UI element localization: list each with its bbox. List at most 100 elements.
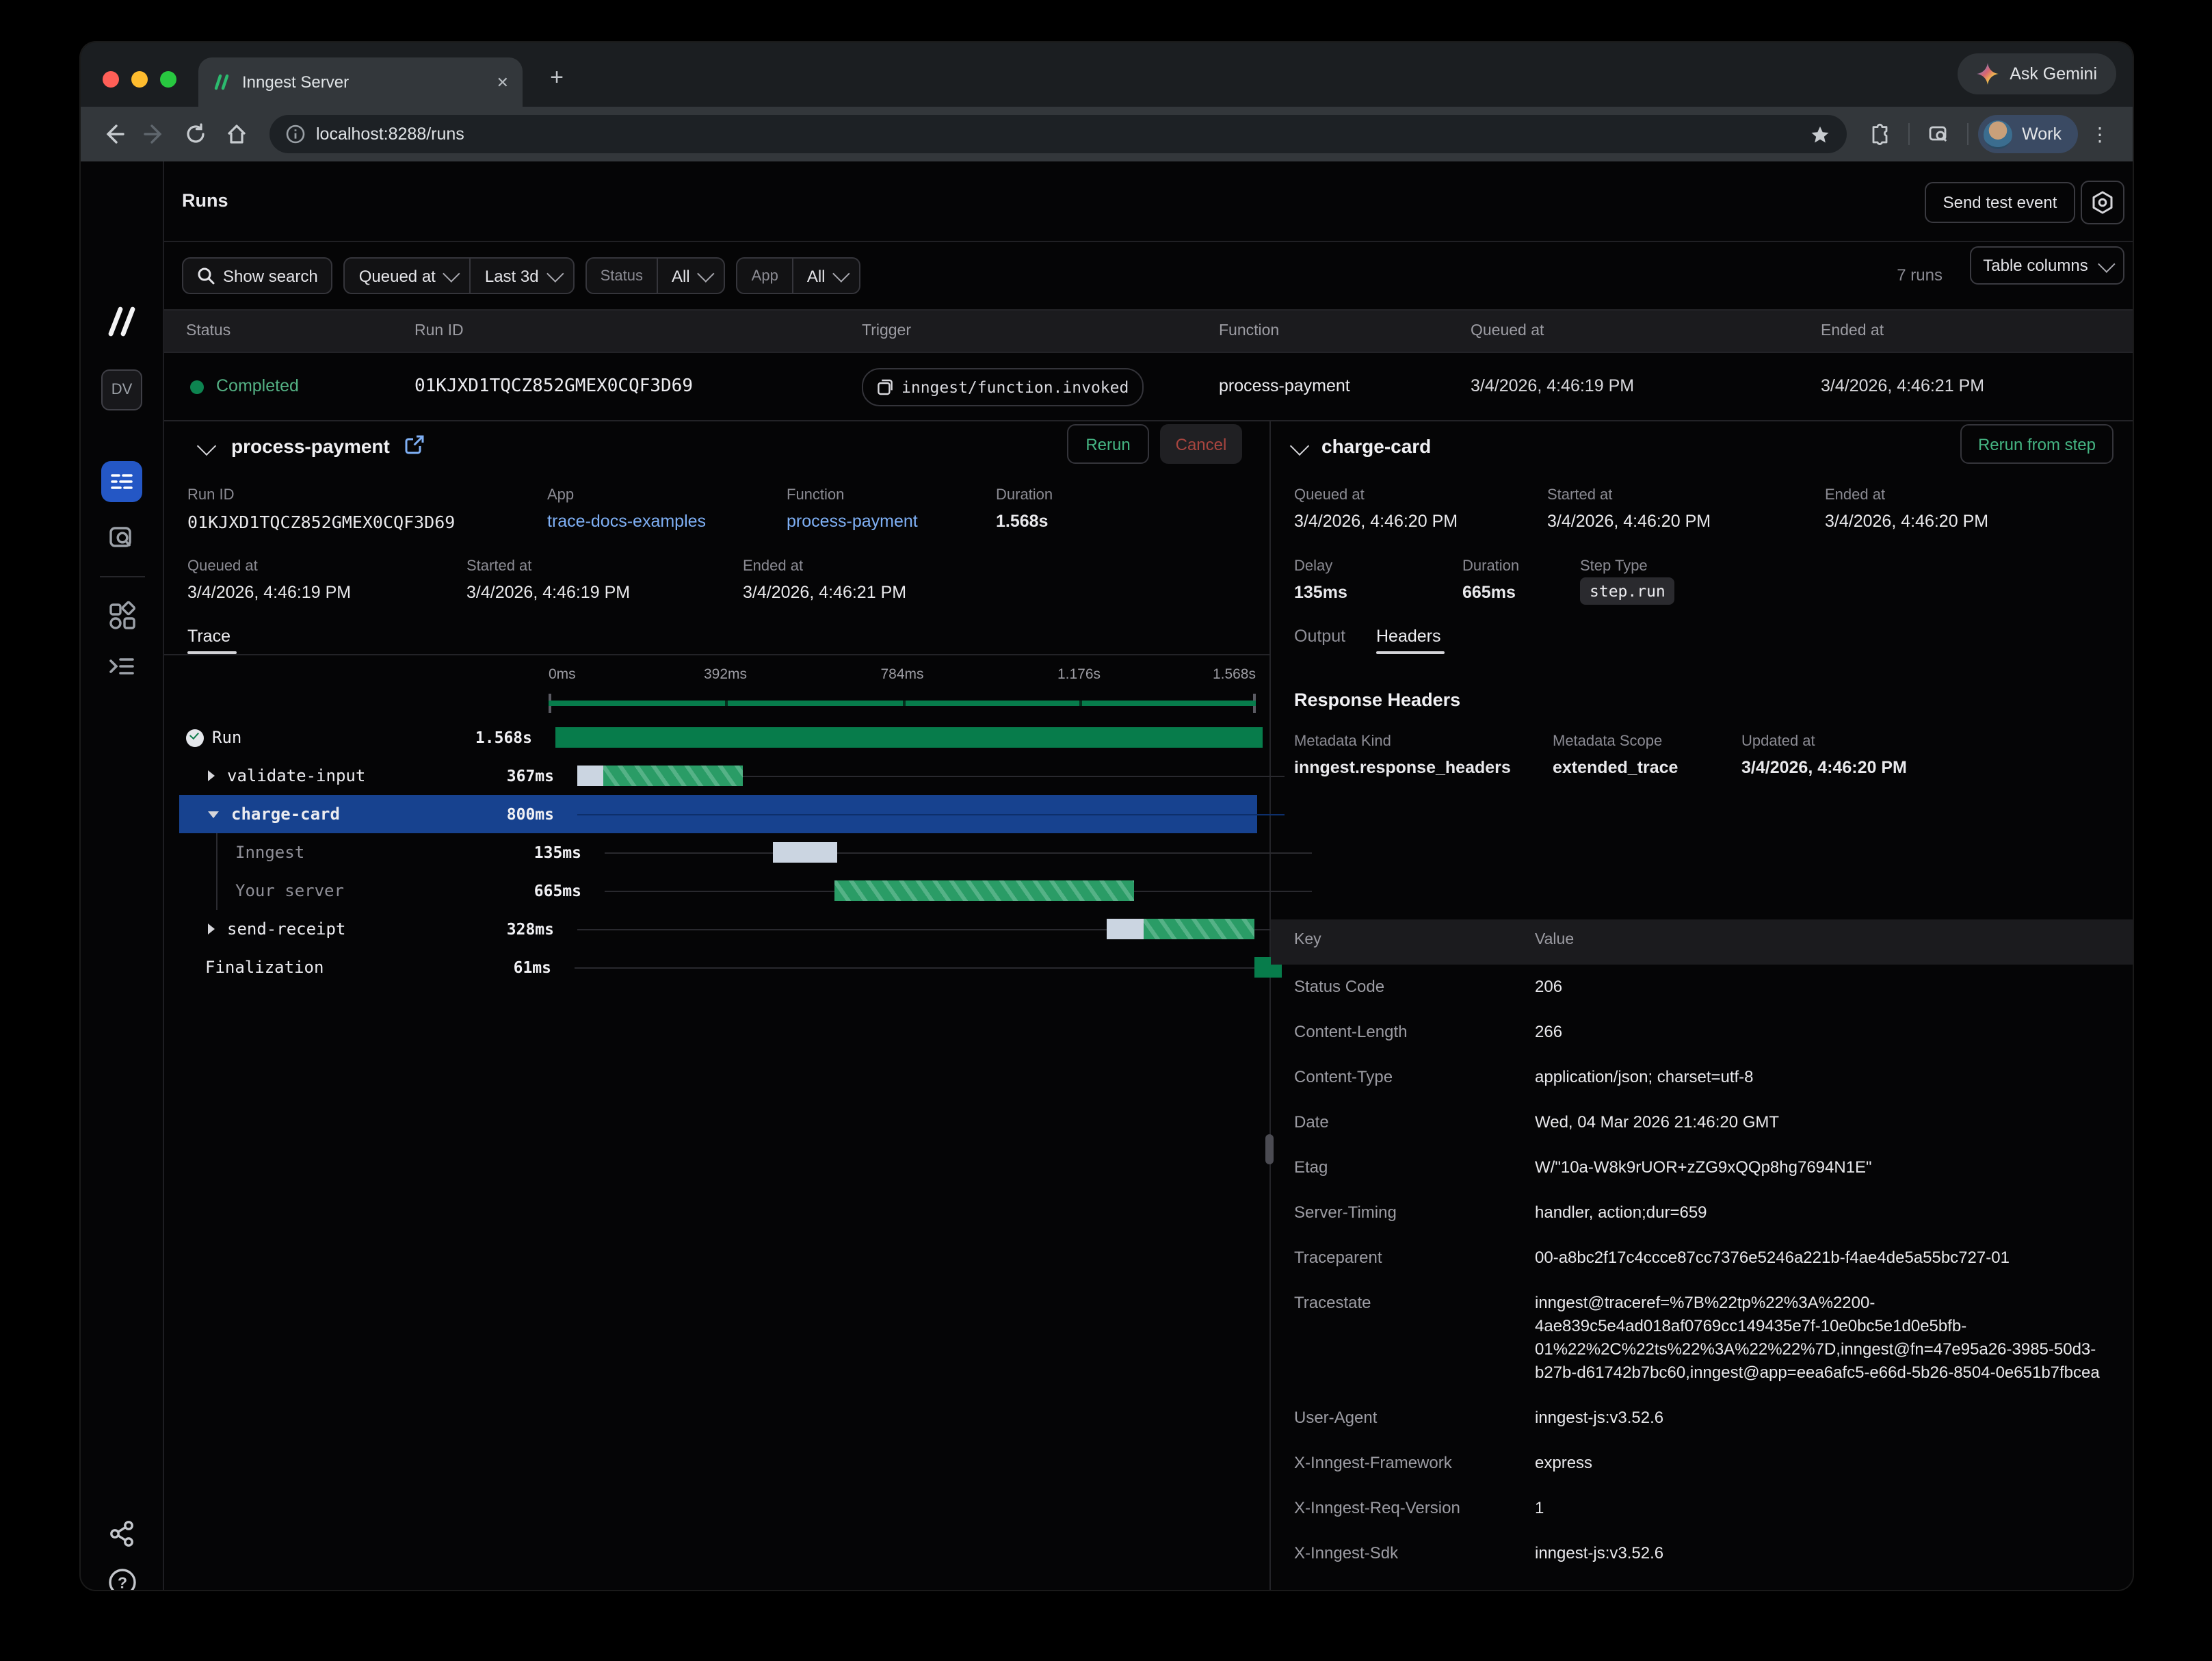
- profile-label: Work: [2022, 125, 2062, 144]
- address-bar[interactable]: localhost:8288/runs: [269, 115, 1847, 153]
- reload-button[interactable]: [176, 115, 215, 153]
- browser-menu-icon[interactable]: ⋮: [2081, 115, 2119, 153]
- span-duration: 135ms: [534, 843, 581, 862]
- metadata-updated-value: 3/4/2026, 4:46:20 PM: [1741, 758, 1907, 777]
- site-info-icon[interactable]: [286, 125, 305, 144]
- cancel-label: Cancel: [1176, 434, 1227, 454]
- step-type-label: Step Type: [1580, 558, 1648, 575]
- timeline-minimap[interactable]: [549, 694, 1256, 713]
- close-window-button[interactable]: [103, 71, 119, 88]
- time-field-select[interactable]: Queued at: [345, 259, 470, 293]
- status-dot: [190, 380, 204, 394]
- browser-tab[interactable]: Inngest Server ✕: [198, 57, 523, 107]
- function-link[interactable]: process-payment: [787, 512, 918, 531]
- value-column-header: Value: [1535, 932, 1574, 948]
- sidebar-item-runs[interactable]: [101, 461, 142, 502]
- time-range-label: Last 3d: [485, 266, 539, 285]
- status-filter[interactable]: Status All: [585, 257, 726, 294]
- cancel-button[interactable]: Cancel: [1160, 424, 1242, 464]
- filter-bar: Show search Queued at Last 3d: [164, 242, 2133, 309]
- settings-gear-icon[interactable]: [2081, 181, 2124, 224]
- metadata-kind-value: inngest.response_headers: [1294, 758, 1511, 777]
- tab-trace[interactable]: Trace: [187, 627, 231, 646]
- span-duration: 328ms: [507, 919, 554, 939]
- gemini-icon: [1977, 63, 1999, 85]
- span-bar-validate-input[interactable]: [603, 766, 743, 786]
- collapse-step-icon[interactable]: [1290, 436, 1309, 456]
- send-test-event-button[interactable]: Send test event: [1925, 182, 2075, 223]
- timeline-ruler: 0ms 392ms 784ms 1.176s 1.568s: [549, 666, 1256, 685]
- external-link-icon[interactable]: [405, 435, 424, 454]
- ask-gemini-button[interactable]: Ask Gemini: [1958, 53, 2116, 94]
- expand-icon[interactable]: [208, 924, 215, 934]
- span-row-validate-input[interactable]: validate-input 367ms: [179, 757, 1257, 795]
- span-bar-inngest[interactable]: [773, 842, 837, 863]
- share-icon[interactable]: [104, 1516, 140, 1552]
- chevron-down-icon: [443, 265, 460, 282]
- forward-button[interactable]: [135, 115, 174, 153]
- new-tab-button[interactable]: +: [542, 63, 572, 93]
- span-row-charge-card-selected[interactable]: charge-card 800ms: [179, 795, 1257, 833]
- tab-close-icon[interactable]: ✕: [497, 73, 509, 91]
- trigger-badge[interactable]: inngest/function.invoked: [862, 368, 1144, 406]
- app-filter-value: All: [807, 266, 826, 285]
- inngest-app: DV ?: [81, 161, 2133, 1590]
- expand-icon[interactable]: [208, 770, 215, 781]
- help-icon[interactable]: ?: [104, 1564, 140, 1590]
- collapse-run-icon[interactable]: [197, 436, 216, 456]
- sidebar-divider: [100, 576, 145, 577]
- span-row-run[interactable]: Run 1.568s: [179, 718, 1257, 757]
- table-columns-label: Table columns: [1983, 256, 2088, 275]
- span-bar-run[interactable]: [555, 727, 1263, 748]
- completed-check-icon: [186, 729, 204, 746]
- tab-output[interactable]: Output: [1294, 627, 1345, 646]
- queued-at-value: 3/4/2026, 4:46:19 PM: [187, 583, 351, 602]
- span-bar-send-receipt[interactable]: [1144, 919, 1254, 939]
- sidebar-item-apps[interactable]: [101, 595, 142, 636]
- header-row: EtagW/"10a-W8k9rUOR+zZG9xQQp8hg7694N1E": [1294, 1145, 2105, 1190]
- step-type-chip: step.run: [1580, 577, 1675, 605]
- headers-table-header: Key Value: [1271, 919, 2133, 965]
- collapse-icon[interactable]: [208, 811, 219, 818]
- show-search-button[interactable]: Show search: [182, 257, 333, 294]
- span-row-send-receipt[interactable]: send-receipt 328ms: [179, 910, 1257, 948]
- extensions-icon[interactable]: [1860, 115, 1899, 153]
- bookmark-star-icon[interactable]: [1810, 124, 1830, 144]
- profile-button[interactable]: Work: [1978, 115, 2078, 153]
- run-detail-section: process-payment Rerun Cancel Run ID 01KJ…: [164, 421, 2133, 1590]
- profile-avatar: [1984, 120, 2012, 148]
- tab-headers[interactable]: Headers: [1376, 627, 1441, 646]
- span-bar-your-server[interactable]: [834, 880, 1134, 901]
- app-filter-select[interactable]: All: [792, 259, 860, 293]
- inngest-favicon: [212, 74, 231, 90]
- span-duration: 367ms: [507, 766, 554, 785]
- back-button[interactable]: [94, 115, 133, 153]
- app-link[interactable]: trace-docs-examples: [547, 512, 706, 531]
- time-range-select[interactable]: Last 3d: [470, 259, 573, 293]
- run-table-row[interactable]: Completed 01KJXD1TQCZ852GMEX0CQF3D69 inn…: [164, 353, 2133, 421]
- sidebar-item-events[interactable]: [101, 646, 142, 687]
- tick-1568s: 1.568s: [1213, 666, 1256, 683]
- inngest-logo[interactable]: [101, 304, 142, 339]
- header-row: Tracestateinngest@traceref=%7B%22tp%22%3…: [1294, 1281, 2105, 1396]
- span-row-finalization[interactable]: Finalization 61ms: [179, 948, 1257, 986]
- rerun-button[interactable]: Rerun: [1067, 424, 1149, 464]
- trace-tabs-divider: [164, 654, 1269, 655]
- span-row-inngest[interactable]: Inngest 135ms: [179, 833, 1257, 872]
- app-filter[interactable]: App All: [737, 257, 861, 294]
- app-badge[interactable]: DV: [101, 369, 142, 410]
- metadata-updated-label: Updated at: [1741, 733, 1815, 750]
- minimize-window-button[interactable]: [131, 71, 148, 88]
- time-filter[interactable]: Queued at Last 3d: [344, 257, 575, 294]
- span-row-your-server[interactable]: Your server 665ms: [179, 872, 1257, 910]
- trigger-name: inngest/function.invoked: [901, 378, 1129, 397]
- step-started-value: 3/4/2026, 4:46:20 PM: [1547, 512, 1711, 531]
- home-button[interactable]: [218, 115, 256, 153]
- tab-search-icon[interactable]: [1919, 115, 1958, 153]
- sidebar-item-inspect[interactable]: [101, 519, 142, 560]
- status-filter-select[interactable]: All: [657, 259, 724, 293]
- search-icon: [197, 267, 215, 285]
- rerun-from-step-button[interactable]: Rerun from step: [1960, 424, 2114, 464]
- table-columns-button[interactable]: Table columns: [1970, 246, 2124, 285]
- maximize-window-button[interactable]: [160, 71, 176, 88]
